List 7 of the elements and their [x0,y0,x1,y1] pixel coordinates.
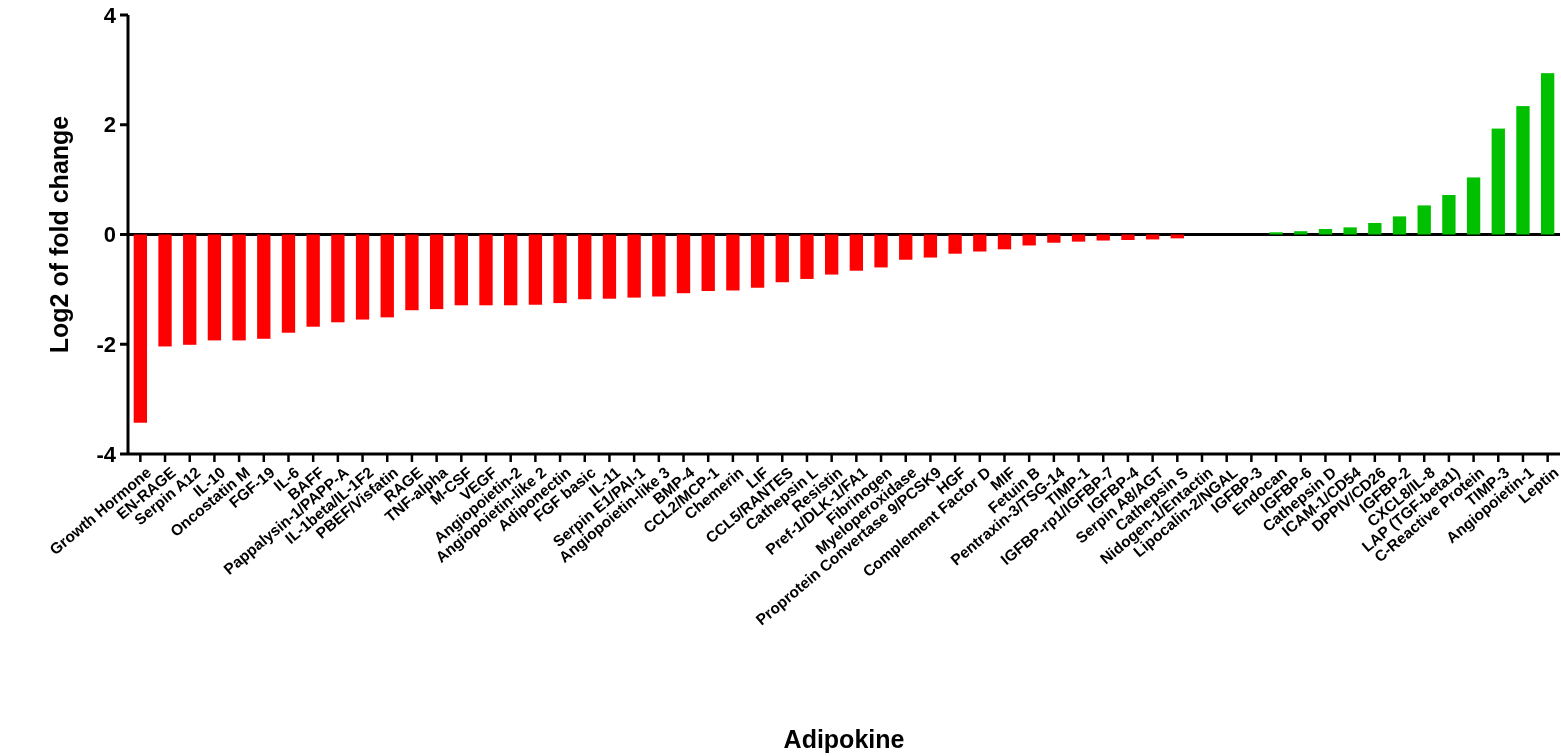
y-tick-label: 2 [103,112,116,138]
y-tick-label: -2 [96,331,116,357]
x-axis-title: Adipokine [783,725,905,753]
y-axis-title: Log2 of fold change [45,115,73,354]
y-tick-label: 4 [103,2,117,28]
y-tick-label: 0 [103,222,116,248]
y-tick-label: -4 [96,441,117,467]
